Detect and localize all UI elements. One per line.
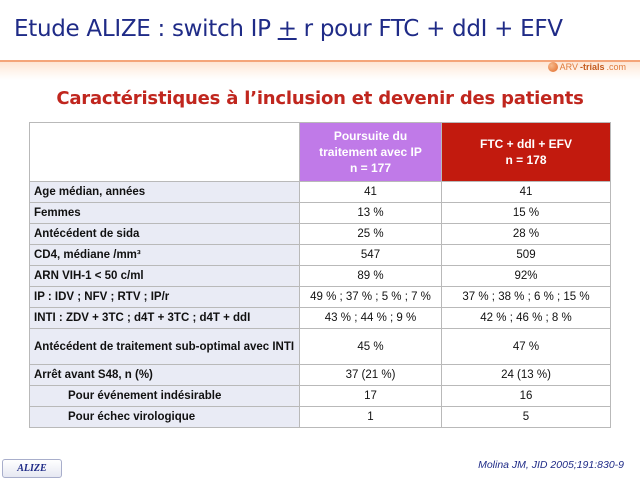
value-ip: 49 % ; 37 % ; 5 % ; 7 % <box>299 286 442 308</box>
study-badge: ALIZE <box>2 459 62 478</box>
row-label: IP : IDV ; NFV ; RTV ; IP/r <box>29 286 300 308</box>
value-ip: 89 % <box>299 265 442 287</box>
table-row: Age médian, années 41 41 <box>29 181 611 203</box>
header-ip-continuation: Poursuite du traitement avec IP n = 177 <box>299 122 442 182</box>
value-ip: 17 <box>299 385 442 407</box>
table-row: IP : IDV ; NFV ; RTV ; IP/r 49 % ; 37 % … <box>29 286 611 308</box>
value-ip: 41 <box>299 181 442 203</box>
characteristics-table: Poursuite du traitement avec IP n = 177 … <box>29 122 611 428</box>
row-label: Pour échec virologique <box>29 406 300 428</box>
logo-text-right: .com <box>606 62 626 72</box>
value-ip: 25 % <box>299 223 442 245</box>
title-plus-underlined: + <box>277 16 297 42</box>
header-empty-cell <box>29 122 300 182</box>
row-label: Pour événement indésirable <box>29 385 300 407</box>
row-label: Femmes <box>29 202 300 224</box>
table-header-row: Poursuite du traitement avec IP n = 177 … <box>29 122 611 182</box>
value-ftc: 28 % <box>441 223 611 245</box>
table-row: Pour événement indésirable 17 16 <box>29 385 611 407</box>
value-ip: 1 <box>299 406 442 428</box>
table-row: Pour échec virologique 1 5 <box>29 406 611 428</box>
row-label: ARN VIH-1 < 50 c/ml <box>29 265 300 287</box>
row-label: CD4, médiane /mm³ <box>29 244 300 266</box>
header-col1-line1: Poursuite du <box>333 129 408 143</box>
row-label: Age médian, années <box>29 181 300 203</box>
header-ftc-ddi-efv: FTC + ddI + EFV n = 178 <box>441 122 611 182</box>
value-ftc: 42 % ; 46 % ; 8 % <box>441 307 611 329</box>
table-row: Antécédent de sida 25 % 28 % <box>29 223 611 245</box>
arv-trials-logo: ARV -trials .com <box>547 62 626 72</box>
value-ftc: 24 (13 %) <box>441 364 611 386</box>
table-row: CD4, médiane /mm³ 547 509 <box>29 244 611 266</box>
row-label: Arrêt avant S48, n (%) <box>29 364 300 386</box>
table-row: ARN VIH-1 < 50 c/ml 89 % 92% <box>29 265 611 287</box>
title-divider <box>0 60 640 80</box>
table-row: Antécédent de traitement sub-optimal ave… <box>29 328 611 365</box>
value-ip: 37 (21 %) <box>299 364 442 386</box>
header-col2-line2: n = 178 <box>505 153 547 167</box>
value-ftc: 47 % <box>441 328 611 365</box>
slide-title: Etude ALIZE : switch IP + r pour FTC + d… <box>14 16 563 42</box>
arv-trials-logo-icon <box>547 62 558 72</box>
row-label: Antécédent de traitement sub-optimal ave… <box>29 328 300 365</box>
table-row: Arrêt avant S48, n (%) 37 (21 %) 24 (13 … <box>29 364 611 386</box>
title-text-end: r pour FTC + ddI + EFV <box>296 16 563 42</box>
row-label: Antécédent de sida <box>29 223 300 245</box>
value-ftc: 41 <box>441 181 611 203</box>
title-divider-line <box>0 60 640 62</box>
value-ip: 13 % <box>299 202 442 224</box>
value-ftc: 37 % ; 38 % ; 6 % ; 15 % <box>441 286 611 308</box>
section-title: Caractéristiques à l’inclusion et deveni… <box>56 88 584 109</box>
header-col1-line3: n = 177 <box>349 161 392 175</box>
value-ftc: 15 % <box>441 202 611 224</box>
logo-text-left: ARV <box>559 62 578 72</box>
header-col1-line2: traitement avec IP <box>319 145 422 159</box>
value-ftc: 509 <box>441 244 611 266</box>
value-ip: 547 <box>299 244 442 266</box>
reference-citation: Molina JM, JID 2005;191:830-9 <box>478 459 624 471</box>
value-ftc: 5 <box>441 406 611 428</box>
value-ip: 43 % ; 44 % ; 9 % <box>299 307 442 329</box>
table-row: Femmes 13 % 15 % <box>29 202 611 224</box>
row-label: INTI : ZDV + 3TC ; d4T + 3TC ; d4T + ddI <box>29 307 300 329</box>
table-row: INTI : ZDV + 3TC ; d4T + 3TC ; d4T + ddI… <box>29 307 611 329</box>
value-ip: 45 % <box>299 328 442 365</box>
value-ftc: 16 <box>441 385 611 407</box>
title-text-start: Etude ALIZE : switch IP <box>14 16 278 42</box>
value-ftc: 92% <box>441 265 611 287</box>
header-col2-line1: FTC + ddI + EFV <box>479 137 572 151</box>
logo-text-mid: -trials <box>579 62 605 72</box>
